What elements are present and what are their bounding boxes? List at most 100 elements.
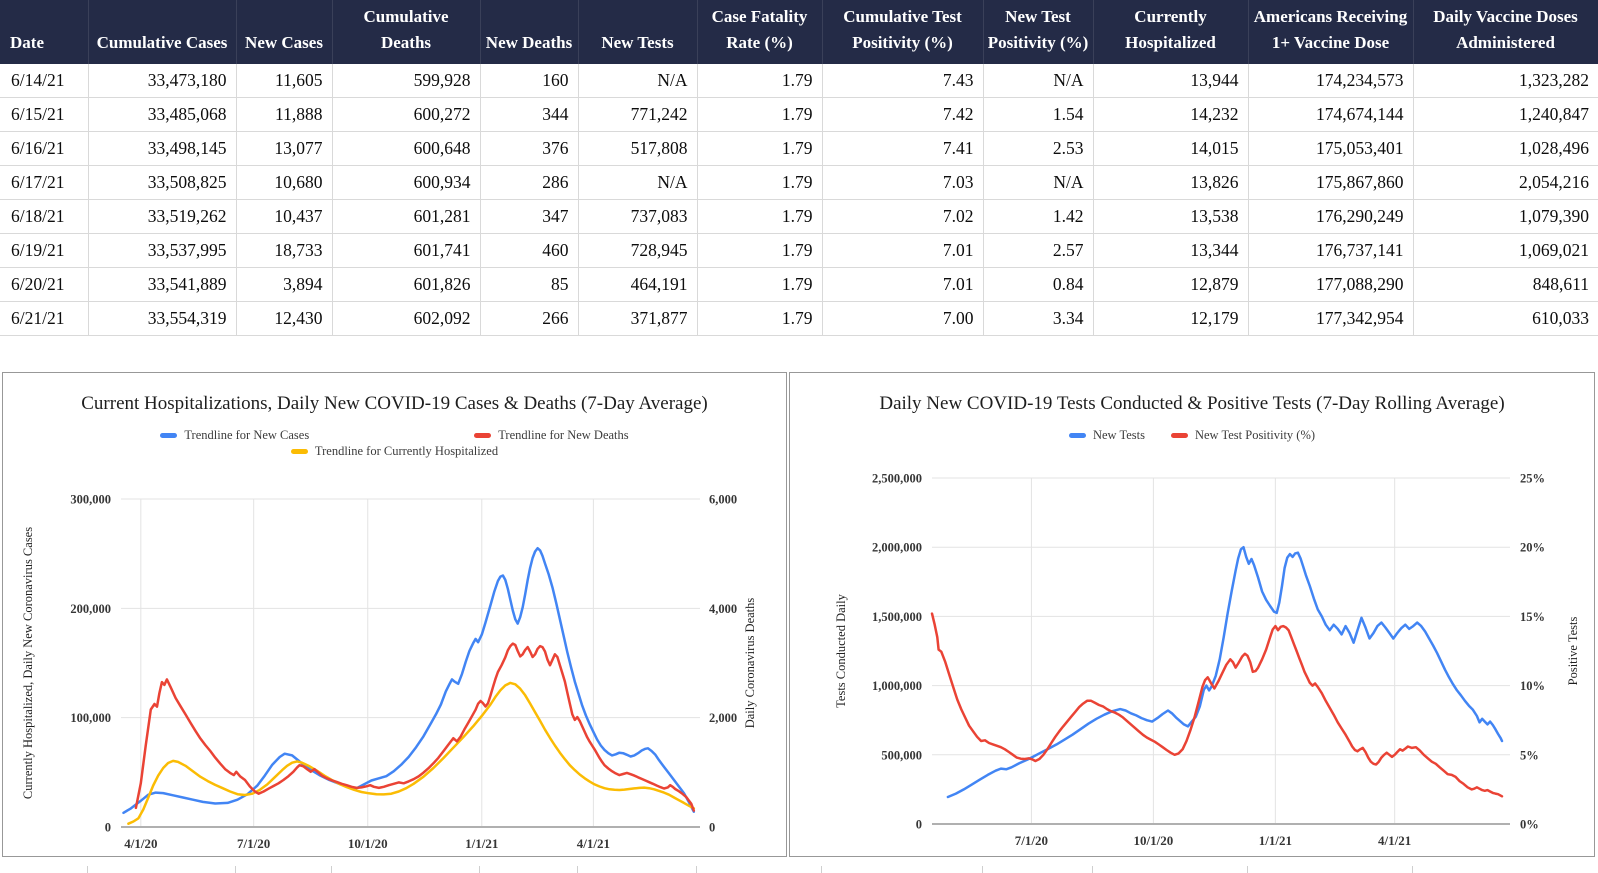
table-cell: 6/17/21 xyxy=(0,165,89,200)
table-cell: 33,508,825 xyxy=(87,165,237,200)
table-cell: 177,342,954 xyxy=(1247,301,1414,336)
y-right-tick-label: 20% xyxy=(1520,541,1545,555)
table-cell: 33,498,145 xyxy=(87,131,237,166)
column-header: Cumulative Deaths xyxy=(332,0,481,64)
tests-chart-panel: 0 500,000 1,000,000 1,500,000 2,000,000 2,500… xyxy=(789,372,1595,857)
y-right-tick-label: 5% xyxy=(1520,748,1539,762)
table-cell: 602,092 xyxy=(331,301,481,336)
table-row: 6/21/21 33,554,319 12,430 602,092 266 371,877… xyxy=(0,301,1598,336)
legend-label: Trendline for Currently Hospitalized xyxy=(314,444,499,458)
column-header: Americans Receiving 1+ Vaccine Dose xyxy=(1248,0,1414,64)
sheet-cell-border xyxy=(235,866,236,873)
table-cell: 737,083 xyxy=(577,199,698,234)
table-cell: 2.53 xyxy=(982,131,1094,166)
table-cell: 600,648 xyxy=(331,131,481,166)
y-left-tick-label: 300,000 xyxy=(70,493,111,507)
y-left-axis-title: Tests Conducted Daily xyxy=(834,593,848,707)
x-axis-tick-label: 10/1/20 xyxy=(1134,833,1174,848)
table-cell: 2.57 xyxy=(982,233,1094,268)
table-cell: 600,272 xyxy=(331,97,481,132)
table-cell: 33,473,180 xyxy=(87,63,237,98)
table-row: 6/18/21 33,519,262 10,437 601,281 347 737,083… xyxy=(0,199,1598,234)
column-header: Date xyxy=(0,0,89,64)
series-line-new-test-positivity xyxy=(930,612,1504,798)
table-cell: 7.01 xyxy=(821,267,984,302)
table-cell: 344 xyxy=(479,97,579,132)
sheet-cell-border xyxy=(982,866,983,873)
table-cell: 14,015 xyxy=(1092,131,1249,166)
y-right-tick-label: 6,000 xyxy=(709,493,737,507)
y-left-tick-label: 500,000 xyxy=(881,748,922,762)
table-cell: 601,826 xyxy=(331,267,481,302)
legend-swatch-icon xyxy=(1068,433,1086,438)
table-cell: 6/21/21 xyxy=(0,301,89,336)
table-cell: 7.42 xyxy=(821,97,984,132)
legend-label: New Tests xyxy=(1092,428,1145,442)
hospitalizations-chart-legend: Trendline for New Cases Trendline for New… xyxy=(95,428,695,459)
table-cell: 160 xyxy=(479,63,579,98)
table-cell: 14,232 xyxy=(1092,97,1249,132)
y-left-tick-label: 1,500,000 xyxy=(872,610,922,624)
table-cell: 1.79 xyxy=(696,233,823,268)
hospitalizations-chart-panel: 0 100,000 200,000 300,000 0 2,000 4,000 6,000 4/… xyxy=(2,372,787,857)
x-axis-tick-label: 1/1/21 xyxy=(1259,833,1292,848)
series-line-trendline-for-currently-hospitalized xyxy=(127,681,696,825)
table-cell: 601,741 xyxy=(331,233,481,268)
table-cell: 6/20/21 xyxy=(0,267,89,302)
legend-swatch-icon xyxy=(160,433,178,438)
series-line-trendline-for-new-deaths xyxy=(134,642,696,812)
x-axis-tick-label: 4/1/21 xyxy=(1378,833,1411,848)
table-cell: 13,826 xyxy=(1092,165,1249,200)
column-header: New Tests xyxy=(578,0,698,64)
covid-data-table: Date Cumulative Cases New Cases Cumulative … xyxy=(0,0,1598,336)
sheet-cell-border xyxy=(696,866,697,873)
table-cell: 1.79 xyxy=(696,301,823,336)
tests-chart: 0 500,000 1,000,000 1,500,000 2,000,000 2,500… xyxy=(834,472,1580,849)
table-cell: 7.43 xyxy=(821,63,984,98)
tests-chart-title: Daily New COVID-19 Tests Conducted & Pos… xyxy=(879,393,1505,414)
table-cell: 177,088,290 xyxy=(1247,267,1414,302)
table-cell: 286 xyxy=(479,165,579,200)
table-cell: 11,888 xyxy=(235,97,333,132)
sheet-cell-border xyxy=(577,866,578,873)
column-header: New Cases xyxy=(236,0,333,64)
table-cell: 1.54 xyxy=(982,97,1094,132)
table-cell: 610,033 xyxy=(1412,301,1598,336)
table-cell: 1.79 xyxy=(696,267,823,302)
table-cell: 13,344 xyxy=(1092,233,1249,268)
table-cell: 601,281 xyxy=(331,199,481,234)
table-cell: 12,879 xyxy=(1092,267,1249,302)
table-cell: 33,541,889 xyxy=(87,267,237,302)
table-cell: 6/19/21 xyxy=(0,233,89,268)
legend-item-trendline-for-new-deaths: Trendline for New Deaths xyxy=(474,428,629,443)
table-cell: 1.79 xyxy=(696,63,823,98)
sheet-cell-border xyxy=(821,866,822,873)
table-cell: 175,053,401 xyxy=(1247,131,1414,166)
y-right-tick-label: 15% xyxy=(1520,610,1545,624)
y-right-tick-label: 25% xyxy=(1520,472,1545,486)
table-cell: 1.79 xyxy=(696,199,823,234)
tests-chart-legend: New Tests New Test Positivity (%) xyxy=(790,428,1594,443)
legend-item-new-tests: New Tests xyxy=(1068,428,1145,443)
table-row: 6/17/21 33,508,825 10,680 600,934 286 N/A 1.79… xyxy=(0,165,1598,200)
x-axis-tick-label: 10/1/20 xyxy=(348,836,388,851)
legend-swatch-icon xyxy=(474,433,492,438)
x-axis-tick-label: 7/1/20 xyxy=(1015,833,1048,848)
table-header-row: Date Cumulative Cases New Cases Cumulative … xyxy=(0,0,1598,64)
y-left-tick-label: 1,000,000 xyxy=(872,679,922,693)
legend-swatch-icon xyxy=(1170,433,1188,438)
column-header: Cumulative Test Positivity (%) xyxy=(822,0,984,64)
table-cell: 85 xyxy=(479,267,579,302)
table-row: 6/19/21 33,537,995 18,733 601,741 460 728,945… xyxy=(0,233,1598,268)
table-cell: 464,191 xyxy=(577,267,698,302)
table-header: Date Cumulative Cases New Cases Cumulative … xyxy=(0,0,1598,64)
y-right-tick-label: 0% xyxy=(1520,818,1539,832)
partial-sheet-row xyxy=(0,866,1598,873)
table-cell: 266 xyxy=(479,301,579,336)
sheet-cell-border xyxy=(331,866,332,873)
table-cell: 2,054,216 xyxy=(1412,165,1598,200)
table-cell: 33,519,262 xyxy=(87,199,237,234)
x-axis-tick-label: 4/1/20 xyxy=(124,836,157,851)
y-right-axis-title: Positive Tests xyxy=(1566,617,1580,686)
